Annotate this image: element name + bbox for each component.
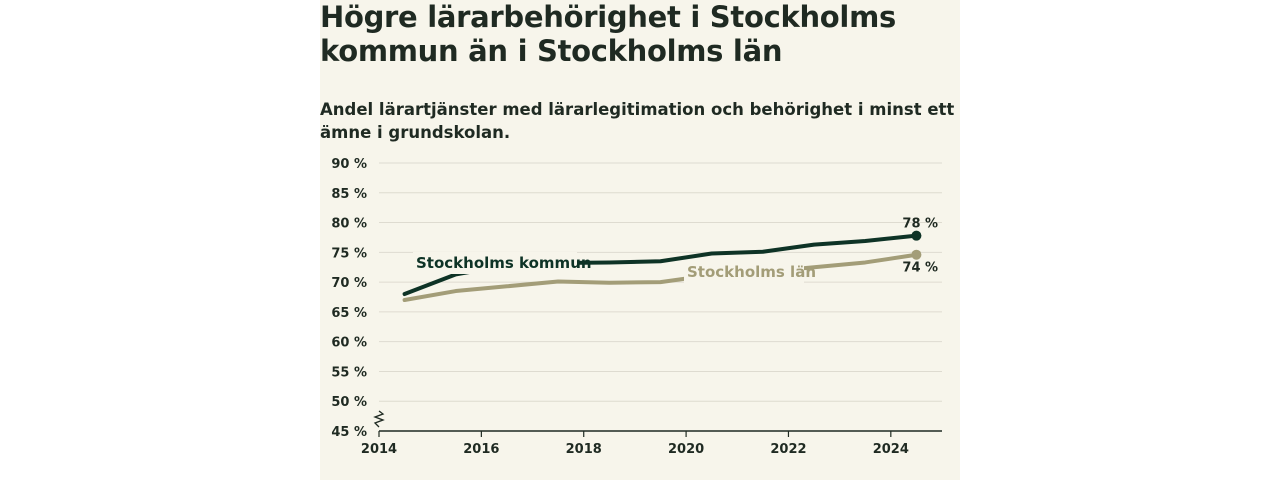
y-tick-label: 55 %: [331, 365, 367, 380]
series-label-background: [413, 252, 577, 274]
series-name-label: Stockholms län: [687, 263, 816, 281]
x-tick-label: 2016: [463, 442, 499, 457]
series-labels: Stockholms kommun 78 % Stockholms län 74 %: [413, 217, 938, 283]
y-tick-label: 80 %: [331, 217, 367, 232]
y-tick-label: 75 %: [331, 246, 367, 261]
y-tick-label: 70 %: [331, 276, 367, 291]
chart-title: Högre lärarbehörighet i Stockholms kommu…: [320, 0, 896, 68]
end-value-label: 74 %: [902, 261, 938, 276]
series-label-background: [684, 261, 804, 283]
axis-break-marker: [373, 410, 385, 428]
series-name-label: Stockholms kommun: [416, 254, 592, 272]
y-tick-label: 90 %: [331, 157, 367, 172]
x-tick-label: 2022: [770, 442, 806, 457]
x-axis-ticks: 2014 2016 2018 2020 2022 2024: [361, 410, 942, 457]
end-value-label: 78 %: [902, 217, 938, 232]
series-end-marker: [911, 230, 922, 241]
series-end-marker: [911, 249, 922, 260]
x-tick-label: 2014: [361, 442, 397, 457]
y-tick-label: 45 %: [331, 425, 367, 440]
x-tick-label: 2018: [566, 442, 602, 457]
x-tick-label: 2020: [668, 442, 704, 457]
y-tick-label: 85 %: [331, 187, 367, 202]
line-chart: 45 % 50 % 55 % 60 % 65 % 70 % 75 % 80 % 85 % 90 %…: [331, 157, 942, 457]
chart-panel: Högre lärarbehörighet i Stockholms kommu…: [320, 0, 960, 480]
y-tick-label: 65 %: [331, 306, 367, 321]
y-axis-ticks: 45 % 50 % 55 % 60 % 65 % 70 % 75 % 80 % 85 % 90 %: [331, 157, 367, 440]
series-line: [402, 252, 919, 302]
chart-subtitle: Andel lärartjänster med lärarlegitimatio…: [320, 100, 955, 142]
y-tick-label: 50 %: [331, 395, 367, 410]
y-tick-label: 60 %: [331, 336, 367, 351]
x-tick-label: 2024: [873, 442, 909, 457]
